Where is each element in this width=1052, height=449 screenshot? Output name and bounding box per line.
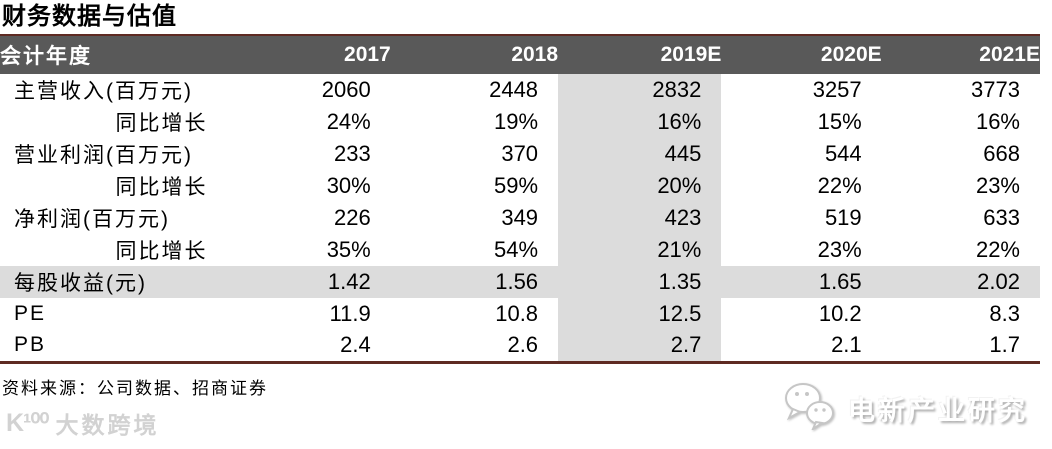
row-label: 营业利润(百万元)	[14, 144, 193, 167]
row-label: 主营收入(百万元)	[14, 80, 193, 103]
cell-2019e-row2: 445	[558, 138, 722, 170]
table-row: 营业利润(百万元) 233 370 445 544 668	[0, 138, 1040, 170]
cell-2019e-row8: 2.7	[558, 330, 722, 362]
cell-2019e-row4: 423	[558, 202, 722, 234]
cell-2021e-row8: 1.7	[989, 332, 1020, 358]
financial-table: 会计年度 2017 2018 2019E 2020E 2021E 主营收入(百万…	[0, 34, 1040, 364]
cell-2017-row0: 2060	[321, 77, 371, 102]
cell-2021e-row2: 668	[983, 141, 1020, 166]
row-label: PB	[14, 333, 47, 357]
wechat-watermark: 电新产业研究	[782, 382, 1028, 435]
table-row: 同比增长 35% 54% 21% 23% 22%	[0, 234, 1040, 266]
header-2018: 2018	[511, 43, 559, 66]
cell-2021e-row4: 633	[983, 205, 1020, 230]
cell-2017-row7: 11.9	[329, 301, 371, 326]
row-label: 每股收益(元)	[0, 266, 256, 298]
header-accounting-year: 会计年度	[0, 45, 92, 68]
cell-2017-row4: 226	[334, 205, 371, 230]
cell-2018-row2: 370	[501, 141, 539, 166]
cell-2020e-row8: 2.1	[831, 332, 862, 358]
header-2017: 2017	[344, 43, 391, 66]
table-row: PB 2.4 2.6 2.7 2.1 1.7	[0, 330, 1040, 362]
table-header-row: 会计年度 2017 2018 2019E 2020E 2021E	[0, 35, 1040, 74]
cell-2018-row6: 1.56	[390, 266, 559, 298]
cell-2019e-row5: 21%	[558, 234, 722, 266]
cell-2017-row5: 35%	[326, 237, 371, 262]
cell-2020e-row6: 1.65	[721, 266, 882, 298]
cell-2019e-row0: 2832	[558, 74, 722, 106]
row-label: 同比增长	[115, 240, 208, 263]
table-row: 同比增长 30% 59% 20% 22% 23%	[0, 170, 1040, 202]
cell-2018-row4: 349	[501, 205, 539, 230]
wechat-icon	[782, 382, 838, 435]
cell-2021e-row1: 16%	[975, 109, 1020, 134]
table-row: 同比增长 24% 19% 16% 15% 16%	[0, 106, 1040, 138]
cell-2018-row3: 59%	[494, 173, 539, 198]
cell-2017-row8: 2.4	[340, 332, 371, 358]
table-body: 主营收入(百万元) 2060 2448 2832 3257 3773 同比增长 24% 19% 1…	[0, 74, 1040, 362]
table-row: PE 11.9 10.8 12.5 10.2 8.3	[0, 298, 1040, 330]
row-label: 净利润(百万元)	[14, 208, 170, 231]
cell-2019e-row7: 12.5	[558, 298, 722, 330]
table-row: 净利润(百万元) 226 349 423 519 633	[0, 202, 1040, 234]
cell-2018-row1: 19%	[494, 109, 539, 134]
header-2019e: 2019E	[660, 43, 722, 66]
cell-2018-row8: 2.6	[507, 332, 539, 358]
row-label: 同比增长	[115, 176, 208, 199]
cell-2017-row6: 1.42	[255, 266, 391, 298]
row-label: 同比增长	[115, 112, 208, 135]
kua100-logo-icon: K¹⁰⁰	[6, 409, 49, 437]
header-2020e: 2020E	[820, 43, 882, 66]
cell-2020e-row7: 10.2	[818, 301, 862, 326]
cell-2021e-row6: 2.02	[881, 266, 1040, 298]
wechat-account-name: 电新产业研究	[848, 396, 1028, 426]
kua100-watermark: K¹⁰⁰ 大数跨境	[6, 406, 159, 440]
cell-2020e-row0: 3257	[812, 77, 862, 102]
cell-2020e-row2: 544	[824, 141, 862, 166]
source-note: 资料来源：公司数据、招商证券	[2, 378, 268, 398]
cell-2017-row1: 24%	[326, 109, 371, 134]
cell-2019e-row6: 1.35	[558, 266, 722, 298]
cell-2021e-row5: 22%	[975, 237, 1020, 262]
row-label: PE	[14, 302, 47, 325]
page-title: 财务数据与估值	[2, 4, 177, 30]
cell-2018-row7: 10.8	[495, 301, 539, 326]
kua100-watermark-text: 大数跨境	[55, 412, 160, 438]
cell-2020e-row1: 15%	[817, 109, 862, 134]
header-2021e: 2021E	[979, 43, 1040, 66]
cell-2017-row2: 233	[334, 141, 371, 166]
cell-2019e-row1: 16%	[558, 106, 722, 138]
table-row: 主营收入(百万元) 2060 2448 2832 3257 3773	[0, 74, 1040, 106]
cell-2020e-row3: 22%	[817, 173, 862, 198]
cell-2018-row0: 2448	[489, 77, 539, 102]
table-row: 每股收益(元) 1.42 1.56 1.35 1.65 2.02	[0, 266, 1040, 298]
cell-2018-row5: 54%	[494, 237, 539, 262]
cell-2017-row3: 30%	[326, 173, 371, 198]
cell-2021e-row0: 3773	[971, 77, 1020, 102]
cell-2020e-row5: 23%	[817, 237, 862, 262]
cell-2019e-row3: 20%	[558, 170, 722, 202]
cell-2021e-row3: 23%	[975, 173, 1020, 198]
cell-2021e-row7: 8.3	[989, 301, 1020, 326]
cell-2020e-row4: 519	[824, 205, 862, 230]
